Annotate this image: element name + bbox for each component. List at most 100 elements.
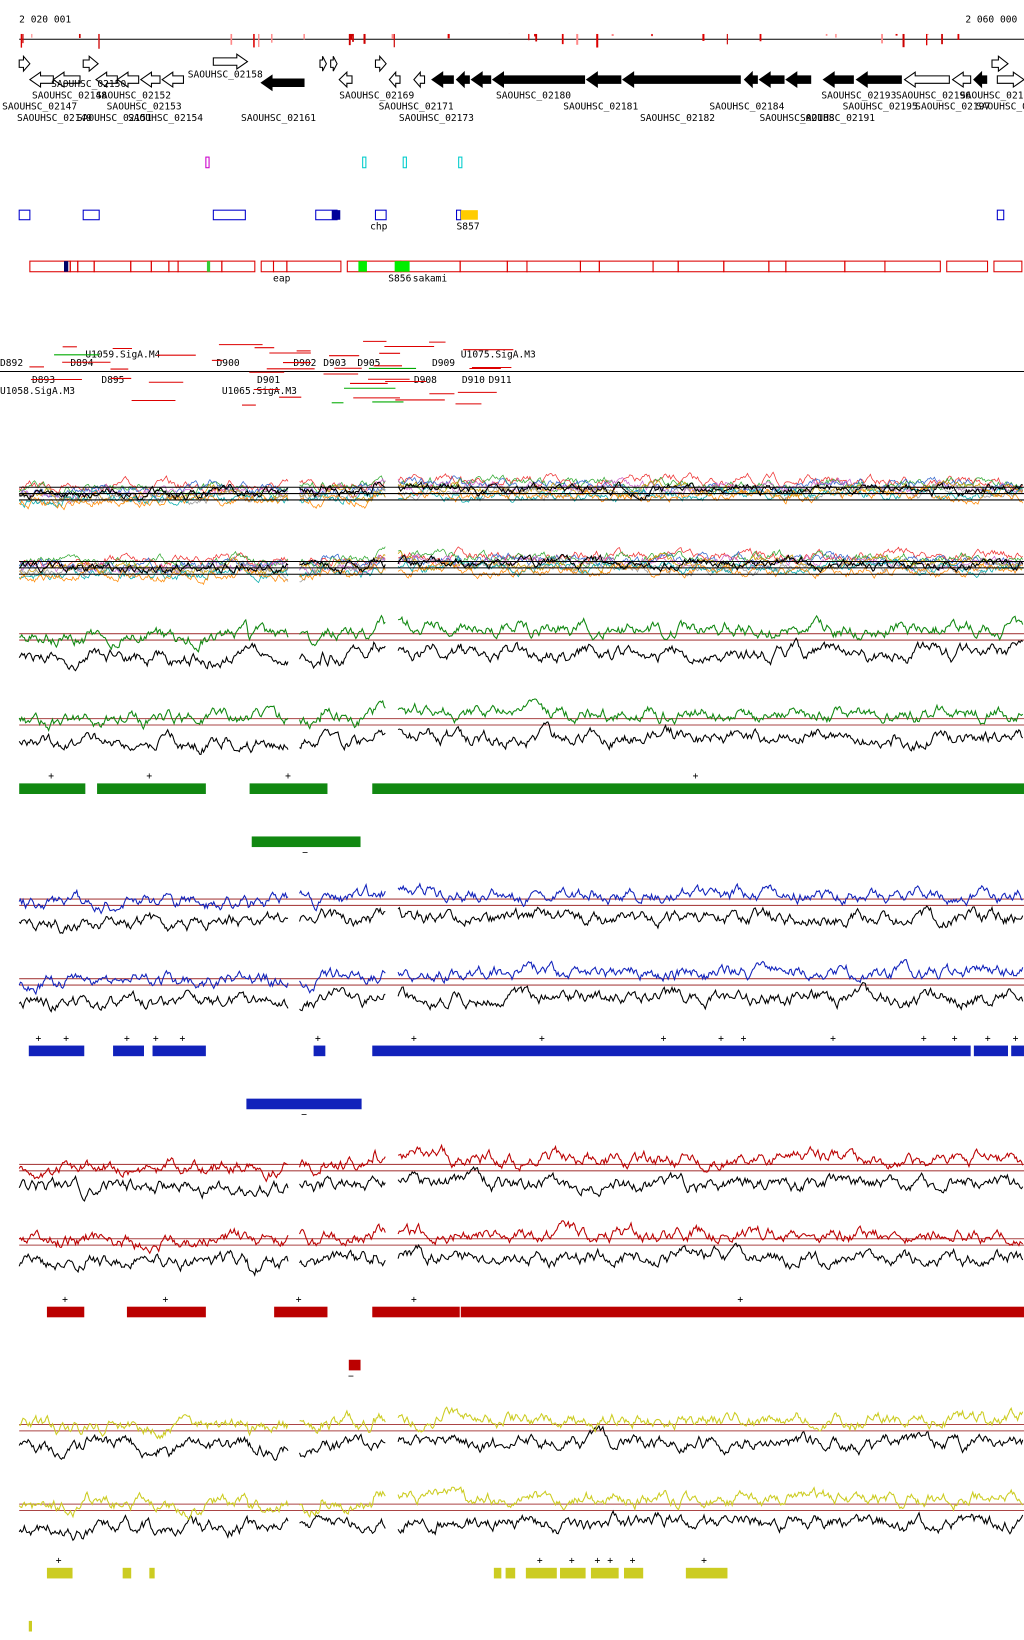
feature-box — [177, 260, 223, 273]
regulatory-label: D911 — [489, 375, 512, 386]
feature-box — [286, 260, 342, 273]
gene-label: SAOUHSC_02195 — [843, 101, 918, 112]
gene-arrow — [758, 71, 785, 89]
feature-box — [506, 260, 528, 273]
segment — [372, 783, 1024, 794]
signal-line — [18, 905, 1024, 934]
signal-line — [18, 1242, 1024, 1277]
strand-sign: + — [985, 1033, 991, 1044]
signal-line — [18, 1486, 1024, 1520]
feature-label: ami — [430, 273, 448, 284]
feature-label: chp — [370, 221, 388, 232]
feature-box — [459, 260, 508, 273]
strand-sign: + — [315, 1033, 321, 1044]
strand-sign: + — [411, 1033, 417, 1044]
ruler-start: 2 020 001 — [19, 14, 71, 25]
feature-box — [598, 260, 654, 273]
strand-sign: + — [718, 1033, 724, 1044]
gene-arrow — [28, 71, 54, 89]
gene-arrow — [18, 54, 31, 73]
strand-sign: + — [921, 1033, 927, 1044]
gene-arrow — [622, 71, 741, 89]
segment — [19, 783, 86, 794]
segment — [46, 1306, 85, 1318]
signal-line — [18, 1220, 1024, 1255]
strand-sign: + — [594, 1556, 600, 1567]
gene-arrow — [822, 71, 854, 89]
feature-box — [652, 260, 679, 273]
segment — [274, 1306, 328, 1318]
gene-arrow — [743, 70, 758, 89]
segment — [685, 1567, 728, 1579]
gene-label: SAOUHSC_02181 — [563, 101, 638, 112]
strand-sign: + — [180, 1033, 186, 1044]
gene-arrow — [903, 71, 950, 89]
feature-box — [206, 261, 211, 272]
gene-label: SAOUHSC_02154 — [128, 113, 203, 124]
feature-box — [946, 260, 989, 273]
strand-sign: − — [302, 848, 308, 859]
gene-label: SAOUHSC_02182 — [640, 113, 715, 124]
strand-sign: + — [539, 1033, 545, 1044]
segment — [46, 1567, 73, 1579]
strand-sign: + — [296, 1294, 302, 1305]
segment — [348, 1359, 361, 1371]
signal-line — [18, 982, 1024, 1013]
gene-label: SAOUHSC_02149 — [17, 113, 92, 124]
gene-arrow — [996, 71, 1024, 89]
strand-sign: + — [537, 1556, 543, 1567]
signal-line — [19, 614, 1024, 653]
strand-sign: + — [741, 1033, 747, 1044]
gene-arrow — [470, 71, 492, 89]
gene-arrow — [260, 74, 305, 92]
gene-arrow — [431, 71, 454, 89]
feature-label: S856 — [388, 273, 411, 284]
feature-label: sak — [413, 273, 431, 284]
strand-sign: + — [830, 1033, 836, 1044]
signal-line — [18, 1509, 1024, 1542]
regulatory-label: D909 — [432, 358, 455, 369]
feature-box — [456, 209, 462, 221]
feature-box — [993, 260, 1023, 273]
gene-arrow — [374, 54, 387, 73]
segment — [1011, 1045, 1024, 1057]
signal-line — [18, 480, 1023, 501]
regulatory-label: D908 — [414, 375, 437, 386]
regulatory-label: D902 — [293, 358, 316, 369]
gene-label: SAOUHSC_02161 — [241, 113, 316, 124]
segment — [113, 1045, 144, 1057]
gene-arrow — [585, 71, 622, 89]
strand-sign: + — [661, 1033, 667, 1044]
signal-line — [18, 882, 1023, 915]
strand-sign: + — [693, 771, 699, 782]
signal-line — [18, 698, 1024, 732]
gene-arrow — [139, 71, 161, 89]
gene-arrow — [52, 71, 81, 89]
strand-sign: + — [146, 771, 152, 782]
signal-line — [18, 1165, 1024, 1202]
feature-box — [358, 261, 367, 272]
strand-sign: + — [952, 1033, 958, 1044]
strand-sign: + — [162, 1294, 168, 1305]
segment — [560, 1567, 586, 1579]
feature-box — [331, 210, 341, 220]
segment — [28, 1045, 85, 1057]
segment — [249, 783, 328, 794]
regulatory-label: D900 — [217, 358, 240, 369]
strand-sign: + — [56, 1556, 62, 1567]
gene-label: SAOUHSC_02171 — [379, 101, 454, 112]
feature-box — [460, 210, 478, 220]
segment — [460, 1306, 1024, 1318]
regulatory-label: D893 — [32, 375, 55, 386]
feature-label: S857 — [457, 221, 480, 232]
gene-label: SAOUHSC_02180 — [496, 91, 571, 102]
segment — [973, 1045, 1008, 1057]
segment — [126, 1306, 206, 1318]
segment — [505, 1567, 516, 1579]
feature-box — [260, 260, 275, 273]
feature-box — [884, 260, 941, 273]
strand-sign: + — [630, 1556, 636, 1567]
strand-sign: − — [348, 1371, 354, 1382]
segment — [624, 1567, 644, 1579]
feature-box — [212, 209, 246, 221]
